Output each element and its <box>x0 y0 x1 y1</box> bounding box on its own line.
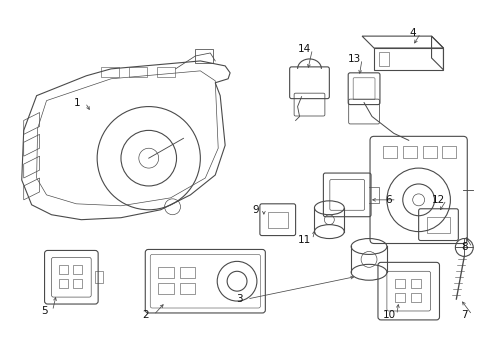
Text: 2: 2 <box>143 310 149 320</box>
Bar <box>403 146 416 158</box>
Bar <box>59 279 69 288</box>
Bar <box>383 146 397 158</box>
Bar <box>157 67 174 77</box>
Bar <box>158 283 173 294</box>
Bar <box>179 283 196 294</box>
Bar <box>158 267 173 278</box>
Bar <box>196 49 213 63</box>
Bar <box>422 146 437 158</box>
Text: 4: 4 <box>409 28 416 38</box>
Text: 13: 13 <box>347 54 361 64</box>
Text: 1: 1 <box>74 98 81 108</box>
Bar <box>59 265 69 274</box>
Bar <box>179 267 196 278</box>
Bar <box>268 212 288 228</box>
Text: 9: 9 <box>253 205 259 215</box>
Text: 8: 8 <box>461 243 467 252</box>
Bar <box>427 217 450 233</box>
Bar <box>129 67 147 77</box>
Bar <box>442 146 456 158</box>
Text: 12: 12 <box>432 195 445 205</box>
Bar <box>395 293 405 302</box>
Bar <box>379 52 389 66</box>
Bar <box>74 279 82 288</box>
Text: 7: 7 <box>461 310 467 320</box>
Bar <box>411 279 420 288</box>
Bar <box>395 279 405 288</box>
Text: 3: 3 <box>236 294 243 304</box>
Text: 5: 5 <box>41 306 48 316</box>
Text: 10: 10 <box>382 310 395 320</box>
Text: 14: 14 <box>298 44 311 54</box>
Bar <box>101 67 119 77</box>
Text: 6: 6 <box>386 195 392 205</box>
Bar <box>411 293 420 302</box>
Bar <box>95 271 103 283</box>
Bar <box>74 265 82 274</box>
Text: 11: 11 <box>298 234 311 244</box>
